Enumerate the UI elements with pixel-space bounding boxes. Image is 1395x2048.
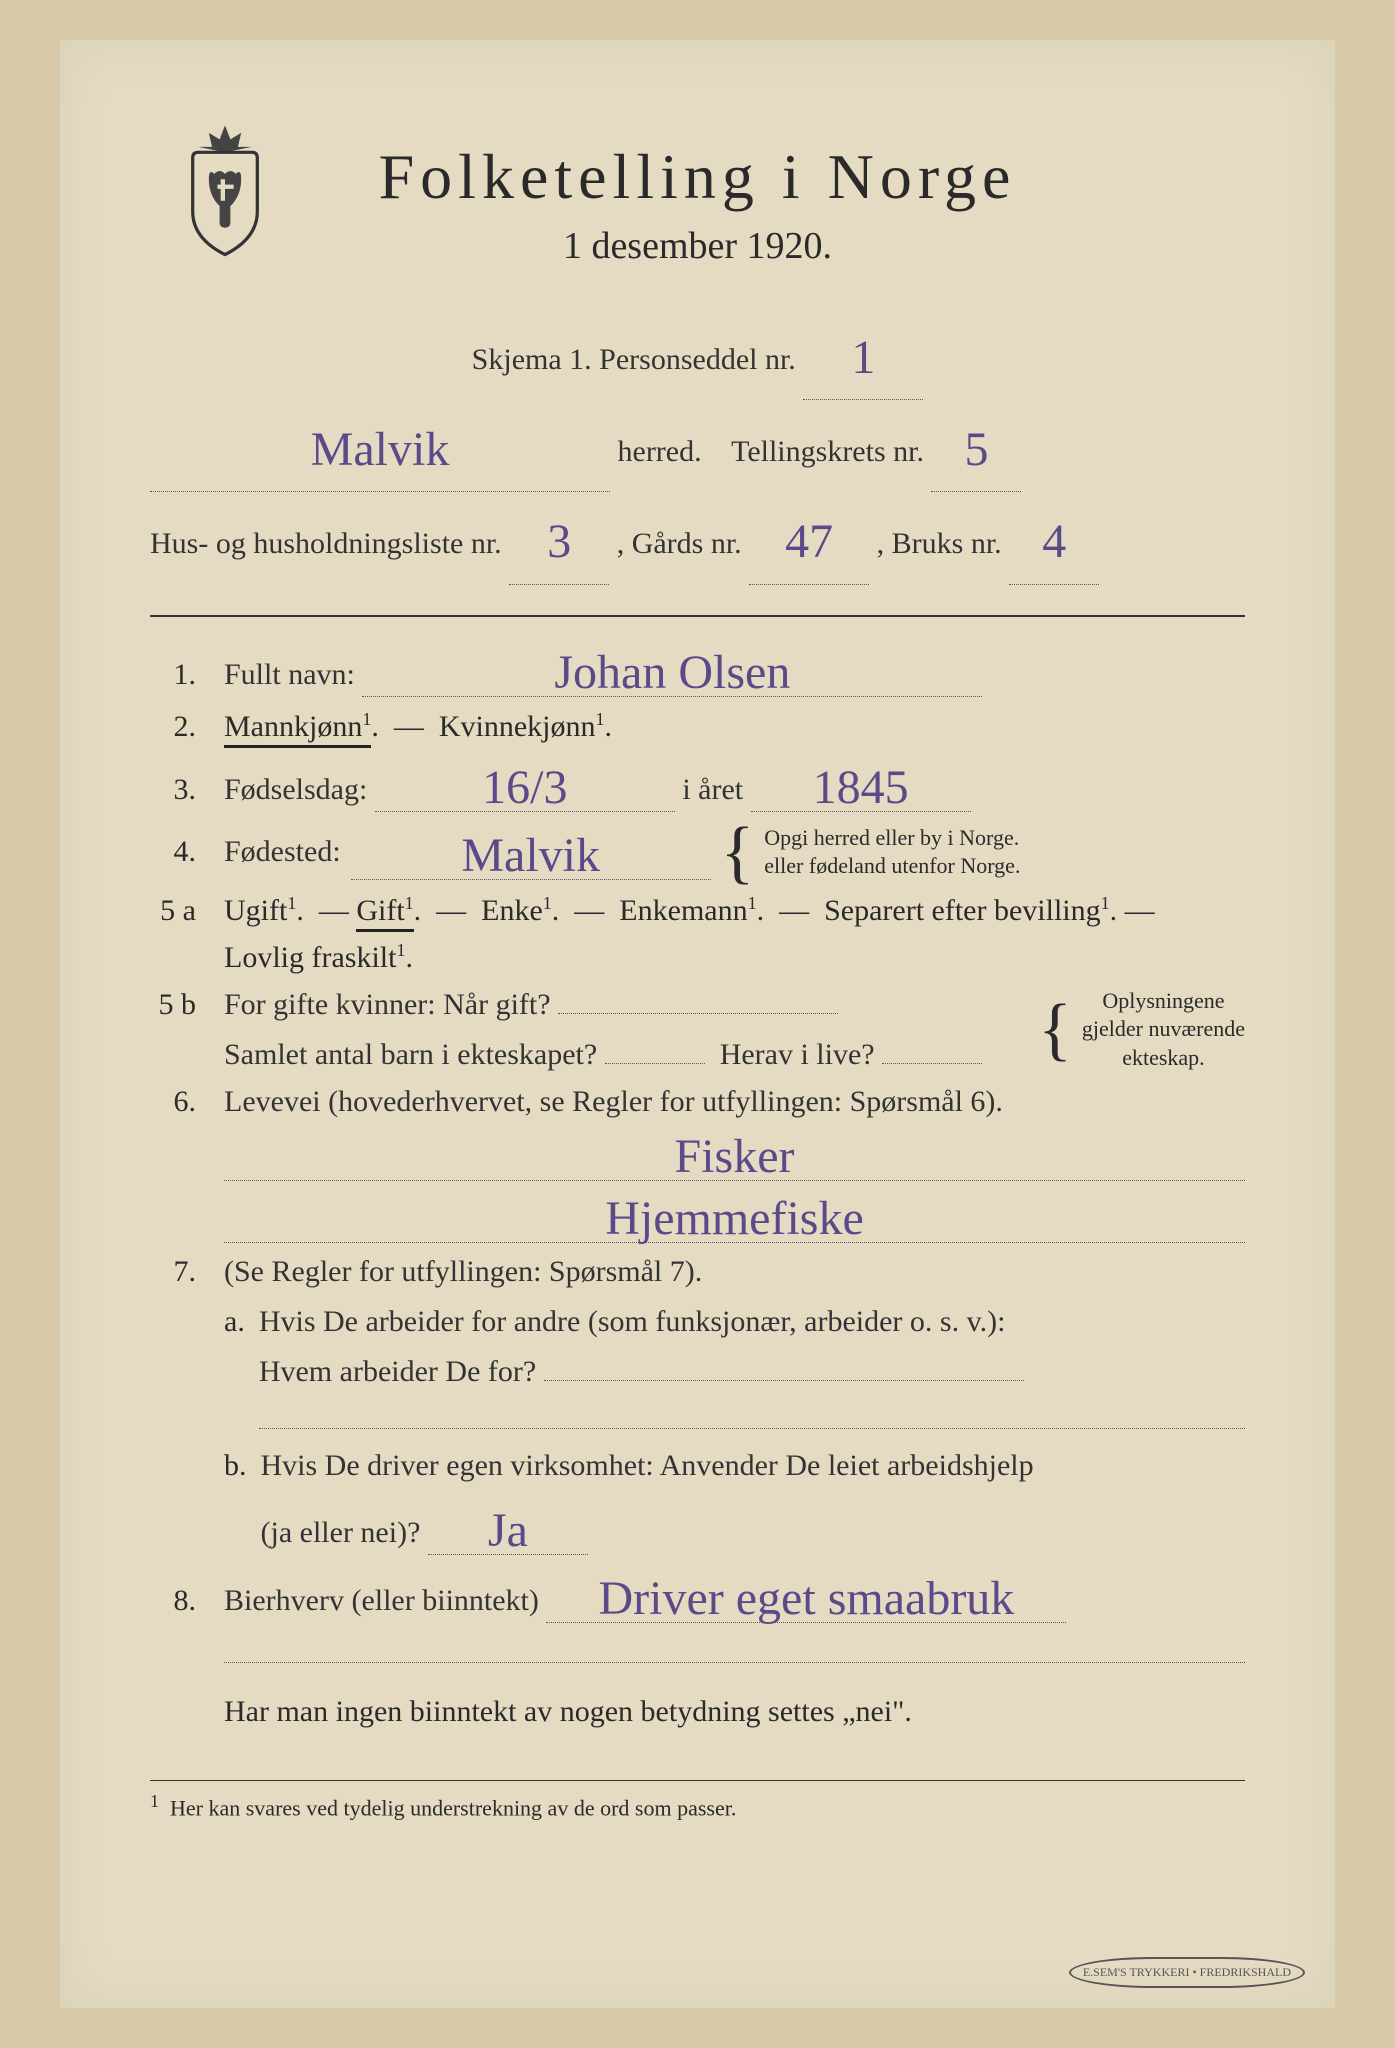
- skjema-label: Skjema 1. Personseddel nr.: [472, 343, 796, 376]
- q6-value1: Fisker: [675, 1129, 795, 1184]
- q7b-label1: Hvis De driver egen virksomhet: Anvender…: [261, 1449, 1034, 1482]
- bruks-nr: 4: [1042, 496, 1066, 587]
- q7a-num: a.: [224, 1305, 245, 1429]
- herred-value: Malvik: [311, 404, 450, 495]
- q1-num: 1.: [150, 658, 210, 692]
- q7b-label2: (ja eller nei)?: [261, 1516, 421, 1549]
- q7b-value: Ja: [488, 1503, 528, 1558]
- q5b-row: 5 b For gifte kvinner: Når gift? Samlet …: [150, 987, 1245, 1073]
- q3-label: Fødselsdag:: [224, 773, 367, 806]
- q7-row: 7. (Se Regler for utfyllingen: Spørsmål …: [150, 1255, 1245, 1555]
- q4-value: Malvik: [461, 828, 600, 883]
- q5b-num: 5 b: [150, 988, 210, 1022]
- q4-row: 4. Fødested: Malvik { Opgi herred eller …: [150, 824, 1245, 881]
- q8-row: 8. Bierhverv (eller biinntekt) Driver eg…: [150, 1567, 1245, 1663]
- coat-of-arms-icon: [170, 120, 280, 260]
- q7b-num: b.: [224, 1449, 247, 1555]
- q3-year: 1845: [813, 760, 909, 815]
- q7-label: (Se Regler for utfyllingen: Spørsmål 7).: [224, 1255, 702, 1288]
- q3-mid: i året: [682, 773, 743, 806]
- footnote: 1 Her kan svares ved tydelig understrekn…: [150, 1780, 1245, 1821]
- husliste-label: Hus- og husholdningsliste nr.: [150, 527, 502, 560]
- q6-row: 6. Levevei (hovederhvervet, se Regler fo…: [150, 1085, 1245, 1243]
- q1-row: 1. Fullt navn: Johan Olsen: [150, 641, 1245, 697]
- census-form-page: Folketelling i Norge 1 desember 1920. Sk…: [60, 40, 1335, 2008]
- q4-note: Opgi herred eller by i Norge. eller føde…: [764, 824, 1020, 881]
- brace-icon: {: [721, 835, 755, 870]
- blank-line: [259, 1395, 1245, 1429]
- bruks-label: Bruks nr.: [892, 527, 1002, 560]
- q6-label: Levevei (hovederhvervet, se Regler for u…: [224, 1085, 1003, 1118]
- husliste-nr: 3: [547, 496, 571, 587]
- q3-day: 16/3: [482, 760, 567, 815]
- q5b-label3: Herav i live?: [720, 1038, 875, 1071]
- header: Folketelling i Norge 1 desember 1920.: [150, 140, 1245, 268]
- q5b-label2: Samlet antal barn i ekteskapet?: [224, 1038, 597, 1071]
- q7a-label1: Hvis De arbeider for andre (som funksjon…: [259, 1305, 1006, 1338]
- q4-label: Fødested:: [224, 835, 341, 869]
- q2-kvinne: Kvinnekjønn1: [439, 710, 605, 743]
- q8-value: Driver eget smaabruk: [598, 1571, 1014, 1626]
- printer-stamp: E.SEM'S TRYKKERI • FREDRIKSHALD: [1069, 1957, 1305, 1988]
- q5a-enke: Enke: [481, 894, 543, 927]
- personseddel-nr: 1: [851, 312, 875, 403]
- gards-label: Gårds nr.: [632, 527, 742, 560]
- q2-mann: Mannkjønn1: [224, 710, 371, 748]
- brace-icon-2: {: [1038, 1012, 1072, 1047]
- q5a-enkemann: Enkemann: [619, 894, 747, 927]
- q1-label: Fullt navn:: [224, 658, 355, 691]
- q8-num: 8.: [150, 1584, 210, 1618]
- q5a-gift: Gift1: [356, 894, 413, 932]
- q5a-num: 5 a: [150, 894, 210, 928]
- q5a-separert: Separert efter bevilling: [824, 894, 1101, 927]
- q4-num: 4.: [150, 835, 210, 869]
- tellingskrets-nr: 5: [964, 404, 988, 495]
- herred-row: Malvik herred. Tellingskrets nr. 5: [150, 400, 1245, 492]
- tellingskrets-label: Tellingskrets nr.: [731, 435, 924, 468]
- skjema-row: Skjema 1. Personseddel nr. 1: [150, 308, 1245, 400]
- q8-label: Bierhverv (eller biinntekt): [224, 1584, 539, 1617]
- page-title: Folketelling i Norge: [150, 140, 1245, 214]
- husliste-row: Hus- og husholdningsliste nr. 3 , Gårds …: [150, 492, 1245, 584]
- q1-value: Johan Olsen: [554, 645, 790, 700]
- q5a-lovlig: Lovlig fraskilt: [224, 941, 396, 974]
- q7a-label2: Hvem arbeider De for?: [259, 1355, 536, 1388]
- q2-row: 2. Mannkjønn1. — Kvinnekjønn1.: [150, 709, 1245, 744]
- page-subtitle: 1 desember 1920.: [150, 224, 1245, 268]
- q5a-row: 5 a Ugift1. — Gift1. — Enke1. — Enkemann…: [150, 893, 1245, 975]
- q5b-label1: For gifte kvinner: Når gift?: [224, 988, 551, 1021]
- q3-row: 3. Fødselsdag: 16/3 i året 1845: [150, 756, 1245, 812]
- divider: [150, 615, 1245, 617]
- q5b-note: Oplysningene gjelder nuværende ekteskap.: [1082, 987, 1245, 1073]
- q7-num: 7.: [150, 1255, 210, 1289]
- q6-num: 6.: [150, 1085, 210, 1119]
- bottom-note: Har man ingen biinntekt av nogen betydni…: [224, 1683, 1245, 1740]
- blank-line-2: [224, 1629, 1245, 1663]
- q2-num: 2.: [150, 710, 210, 744]
- q5a-ugift: Ugift: [224, 894, 287, 927]
- herred-label: herred.: [618, 435, 702, 468]
- q6-value2: Hjemmefiske: [605, 1191, 864, 1246]
- gards-nr: 47: [785, 496, 833, 587]
- q3-num: 3.: [150, 773, 210, 807]
